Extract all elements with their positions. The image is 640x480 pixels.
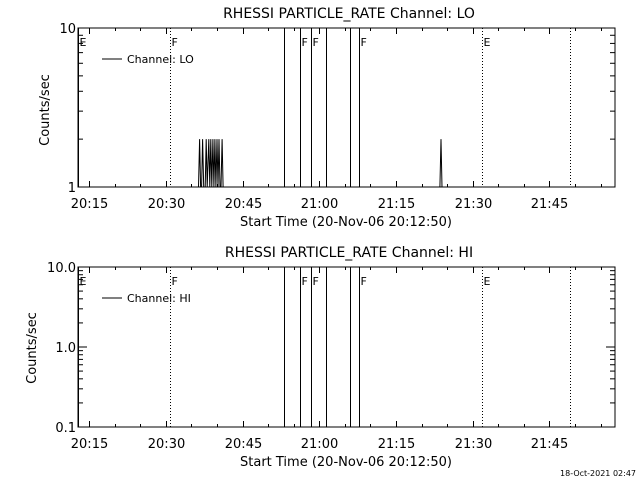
y-axis-ticks-lo: 1 10	[59, 22, 615, 196]
x-tick-label-lo: 20:30	[148, 197, 185, 212]
x-tick-label-hi: 21:15	[378, 437, 415, 452]
event-marker-label-hi: E	[80, 275, 87, 288]
x-tick-label-lo: 20:15	[71, 197, 108, 212]
event-marker-label-lo: F	[361, 36, 367, 49]
y-axis-ticks-hi: 0.1 1.0 10.0	[47, 261, 615, 436]
event-marker-label-hi: F	[172, 275, 178, 288]
legend-lo: Channel: LO	[102, 53, 194, 66]
event-marker-label-lo: E	[80, 36, 87, 49]
plot-frame-lo	[77, 27, 616, 188]
x-axis-ticks-lo: 20:15 20:30 20:45 21:00 21:15 21:30 21:45	[71, 28, 602, 212]
event-marker-label-lo: E	[484, 36, 491, 49]
event-marker-label-lo: F	[302, 36, 308, 49]
x-axis-label-lo: Start Time (20-Nov-06 20:12:50)	[240, 215, 452, 230]
event-marker-label-hi: F	[361, 275, 367, 288]
event-marker-label-hi: F	[313, 275, 319, 288]
x-tick-label-hi: 20:45	[225, 437, 262, 452]
x-tick-label-hi: 21:00	[301, 437, 338, 452]
y-axis-label-hi: Counts/sec	[25, 312, 40, 384]
x-tick-label-lo: 21:45	[531, 197, 568, 212]
event-marker-label-lo: F	[313, 36, 319, 49]
y-axis-label-lo: Counts/sec	[38, 74, 53, 146]
chart-title-lo: RHESSI PARTICLE_RATE Channel: LO	[223, 6, 475, 22]
y-tick-label-hi: 1.0	[55, 341, 76, 356]
y-tick-label-lo: 1	[68, 181, 76, 196]
x-tick-label-hi: 20:30	[148, 437, 185, 452]
y-tick-label-hi: 0.1	[55, 421, 76, 436]
x-tick-label-lo: 21:15	[378, 197, 415, 212]
x-axis-ticks-hi: 20:15 20:30 20:45 21:00 21:15 21:30 21:45	[71, 267, 602, 452]
x-tick-label-hi: 20:15	[71, 437, 108, 452]
event-marker-label-lo: F	[172, 36, 178, 49]
legend-label-lo: Channel: LO	[127, 53, 194, 66]
x-tick-label-lo: 20:45	[225, 197, 262, 212]
y-tick-label-lo: 10	[59, 22, 76, 37]
x-tick-label-lo: 21:00	[301, 197, 338, 212]
event-marker-label-hi: F	[302, 275, 308, 288]
x-tick-label-hi: 21:30	[455, 437, 492, 452]
x-axis-label-hi: Start Time (20-Nov-06 20:12:50)	[240, 455, 452, 470]
x-tick-label-hi: 21:45	[531, 437, 568, 452]
footer-timestamp: 18-Oct-2021 02:47	[560, 469, 636, 478]
y-tick-label-hi: 10.0	[47, 261, 76, 276]
series-line-lo	[198, 139, 443, 188]
x-tick-label-lo: 21:30	[455, 197, 492, 212]
legend-hi: Channel: HI	[102, 292, 191, 305]
event-marker-label-hi: E	[484, 275, 491, 288]
chart-title-hi: RHESSI PARTICLE_RATE Channel: HI	[225, 245, 473, 261]
plot-frame-hi	[77, 266, 616, 428]
series-lo	[198, 139, 443, 188]
legend-label-hi: Channel: HI	[127, 292, 191, 305]
